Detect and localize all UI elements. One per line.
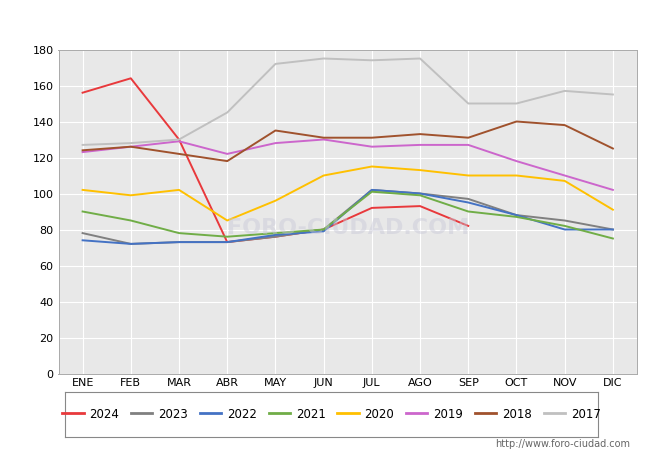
Text: FORO-CIUDAD.COM: FORO-CIUDAD.COM (227, 218, 469, 238)
Text: Afiliados en Lubián a 30/9/2024: Afiliados en Lubián a 30/9/2024 (177, 11, 473, 29)
Text: http://www.foro-ciudad.com: http://www.foro-ciudad.com (495, 439, 630, 449)
Legend: 2024, 2023, 2022, 2021, 2020, 2019, 2018, 2017: 2024, 2023, 2022, 2021, 2020, 2019, 2018… (58, 403, 605, 425)
